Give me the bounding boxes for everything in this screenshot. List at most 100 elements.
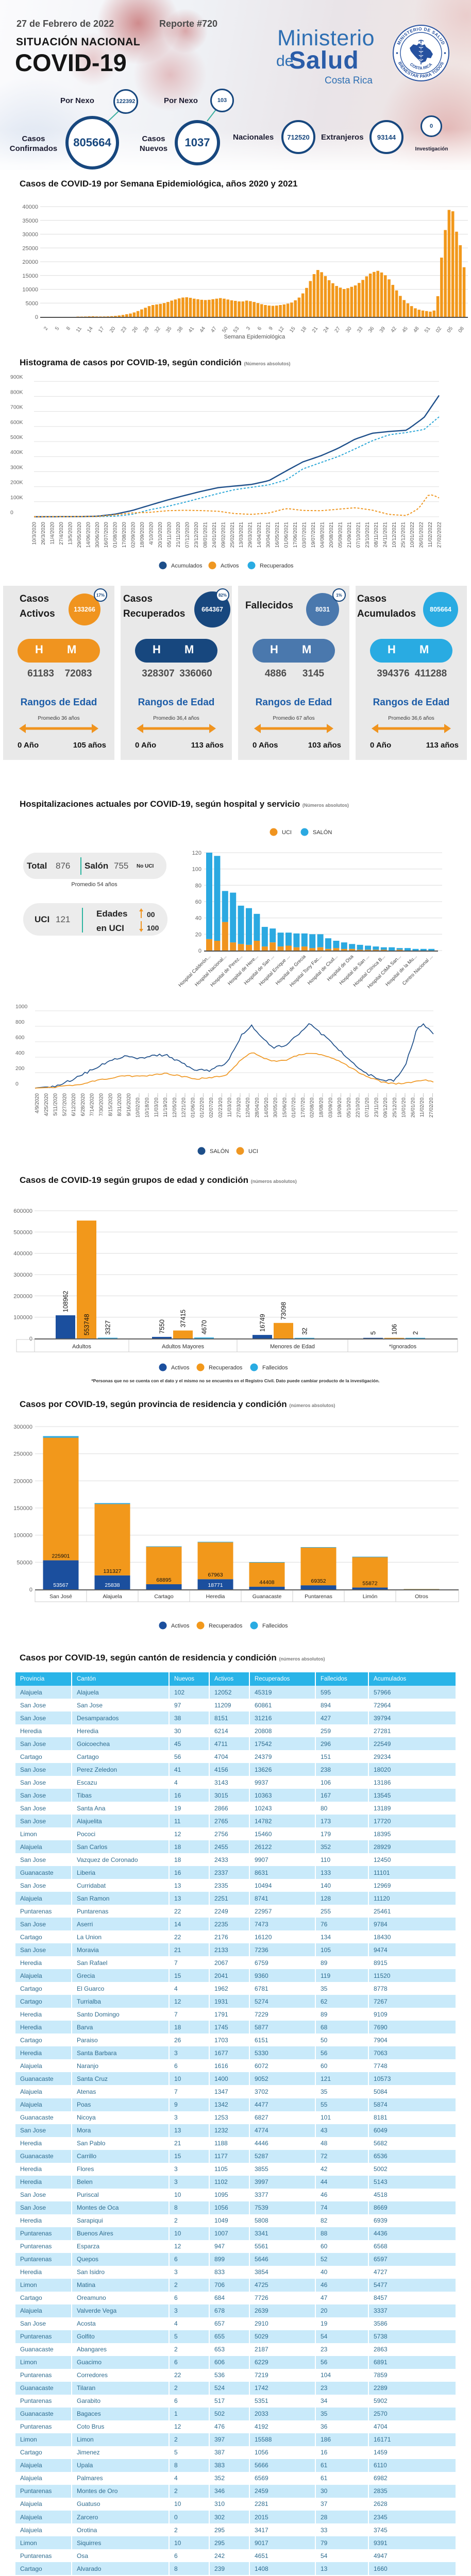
- svg-text:25/12/2021: 25/12/2021: [401, 522, 407, 548]
- svg-text:2: 2: [43, 326, 49, 331]
- svg-text:02/07/20...: 02/07/20...: [209, 1093, 214, 1117]
- svg-text:7550: 7550: [159, 1319, 166, 1334]
- svg-text:50000: 50000: [16, 1560, 32, 1566]
- svg-text:11/03/20...: 11/03/20...: [227, 1093, 233, 1117]
- svg-text:24: 24: [323, 326, 331, 334]
- svg-text:12/05/20...: 12/05/20...: [172, 1093, 178, 1117]
- svg-text:26: 26: [131, 326, 140, 334]
- svg-text:55872: 55872: [362, 1580, 377, 1586]
- svg-text:100000: 100000: [13, 1315, 32, 1321]
- svg-text:Recuperados: Recuperados: [260, 563, 294, 569]
- svg-text:23/11/20...: 23/11/20...: [374, 1093, 379, 1117]
- svg-text:Acumulados: Acumulados: [171, 563, 203, 569]
- svg-text:15/06/20...: 15/06/20...: [282, 1093, 288, 1117]
- svg-text:08/11/2021: 08/11/2021: [374, 522, 379, 548]
- svg-text:SALÓN: SALÓN: [313, 829, 332, 836]
- svg-text:5/11/2020: 5/11/2020: [53, 1093, 59, 1116]
- svg-text:200: 200: [15, 1065, 25, 1072]
- svg-text:0: 0: [10, 510, 13, 516]
- svg-text:26/3/2020: 26/3/2020: [41, 522, 46, 545]
- svg-text:35: 35: [165, 326, 173, 334]
- svg-text:12/04/20...: 12/04/20...: [245, 1093, 251, 1117]
- svg-text:17/07/20...: 17/07/20...: [300, 1093, 306, 1117]
- svg-text:16749: 16749: [259, 1314, 266, 1332]
- svg-text:01/08/2020: 01/08/2020: [113, 522, 119, 548]
- svg-text:38: 38: [176, 326, 184, 334]
- svg-text:Menores de Edad: Menores de Edad: [270, 1344, 315, 1350]
- svg-text:4/9/2020: 4/9/2020: [35, 1093, 40, 1113]
- svg-text:27/02/20...: 27/02/20...: [429, 1093, 434, 1117]
- svg-text:10/18/20...: 10/18/20...: [144, 1093, 150, 1117]
- svg-text:48: 48: [412, 326, 420, 334]
- svg-text:18/09/2020: 18/09/2020: [140, 522, 145, 548]
- svg-text:08: 08: [458, 326, 466, 334]
- svg-text:5: 5: [54, 326, 60, 331]
- svg-text:600: 600: [15, 1035, 25, 1041]
- svg-text:12/21/20...: 12/21/20...: [181, 1093, 187, 1117]
- svg-text:Adultos Mayores: Adultos Mayores: [162, 1344, 204, 1350]
- svg-text:Guanacaste: Guanacaste: [253, 1594, 282, 1600]
- svg-text:10/3/2020: 10/3/2020: [32, 522, 38, 545]
- svg-text:300000: 300000: [13, 1424, 32, 1430]
- svg-text:23: 23: [120, 326, 128, 334]
- svg-text:Otros: Otros: [415, 1594, 428, 1600]
- svg-text:27/4/2020: 27/4/2020: [59, 522, 64, 545]
- svg-text:29/05/2020: 29/05/2020: [77, 522, 82, 548]
- svg-text:69352: 69352: [311, 1578, 326, 1584]
- svg-text:09/02/2021: 09/02/2021: [221, 522, 226, 548]
- svg-text:250000: 250000: [13, 1451, 32, 1458]
- svg-text:80: 80: [195, 883, 201, 889]
- svg-text:21: 21: [311, 326, 319, 334]
- svg-text:Recuperados: Recuperados: [209, 1623, 243, 1629]
- svg-text:0: 0: [29, 1336, 32, 1342]
- svg-text:20/08/2021: 20/08/2021: [329, 522, 334, 548]
- svg-text:60: 60: [195, 899, 201, 905]
- svg-text:07/10/2021: 07/10/2021: [356, 522, 361, 548]
- svg-text:24/01/2021: 24/01/2021: [212, 522, 217, 548]
- svg-text:05/11/2020: 05/11/2020: [167, 522, 173, 548]
- svg-text:44408: 44408: [259, 1580, 274, 1586]
- svg-text:2: 2: [412, 1331, 419, 1335]
- svg-text:14: 14: [86, 326, 94, 334]
- svg-text:23/12/2020: 23/12/2020: [194, 522, 199, 548]
- svg-text:30/04/2021: 30/04/2021: [266, 522, 272, 548]
- svg-text:6/12/2020: 6/12/2020: [71, 1093, 77, 1116]
- svg-text:SALÓN: SALÓN: [210, 1148, 229, 1155]
- svg-text:01/07/20...: 01/07/20...: [291, 1093, 297, 1117]
- svg-text:37415: 37415: [180, 1310, 187, 1328]
- svg-text:04/08/2021: 04/08/2021: [319, 522, 325, 548]
- svg-text:02: 02: [435, 326, 443, 334]
- svg-text:14/04/2021: 14/04/2021: [257, 522, 262, 548]
- svg-text:11/02/20...: 11/02/20...: [419, 1093, 425, 1117]
- svg-text:100K: 100K: [10, 495, 23, 501]
- svg-text:14/06/2020: 14/06/2020: [86, 522, 91, 548]
- svg-text:0: 0: [35, 314, 38, 320]
- svg-text:68895: 68895: [156, 1577, 171, 1583]
- svg-text:51: 51: [424, 326, 432, 334]
- svg-text:200000: 200000: [13, 1478, 32, 1484]
- svg-text:4/25/2020: 4/25/2020: [44, 1093, 49, 1116]
- svg-text:53567: 53567: [53, 1582, 68, 1588]
- svg-text:10/12/2021: 10/12/2021: [392, 522, 397, 548]
- svg-text:40: 40: [195, 916, 201, 922]
- svg-text:5/27/2020: 5/27/2020: [62, 1093, 68, 1116]
- svg-text:7/30/2020: 7/30/2020: [99, 1093, 105, 1116]
- svg-text:0: 0: [198, 948, 201, 954]
- svg-text:15: 15: [289, 326, 297, 334]
- svg-text:17/06/2021: 17/06/2021: [293, 522, 298, 548]
- svg-text:Adultos: Adultos: [72, 1344, 91, 1350]
- svg-text:5: 5: [370, 1331, 377, 1335]
- svg-text:225901: 225901: [52, 1553, 70, 1560]
- svg-text:4/10/2020: 4/10/2020: [149, 522, 155, 545]
- svg-text:8: 8: [65, 326, 72, 331]
- svg-text:400000: 400000: [13, 1251, 32, 1257]
- svg-text:23/10/2021: 23/10/2021: [365, 522, 371, 548]
- svg-text:Recuperados: Recuperados: [209, 1365, 243, 1371]
- svg-text:300000: 300000: [13, 1272, 32, 1278]
- svg-text:3327: 3327: [105, 1320, 112, 1335]
- svg-text:Alajuela: Alajuela: [103, 1594, 122, 1600]
- svg-text:150000: 150000: [13, 1505, 32, 1512]
- svg-text:32: 32: [154, 326, 162, 334]
- svg-text:30: 30: [345, 326, 353, 334]
- svg-text:100000: 100000: [13, 1533, 32, 1539]
